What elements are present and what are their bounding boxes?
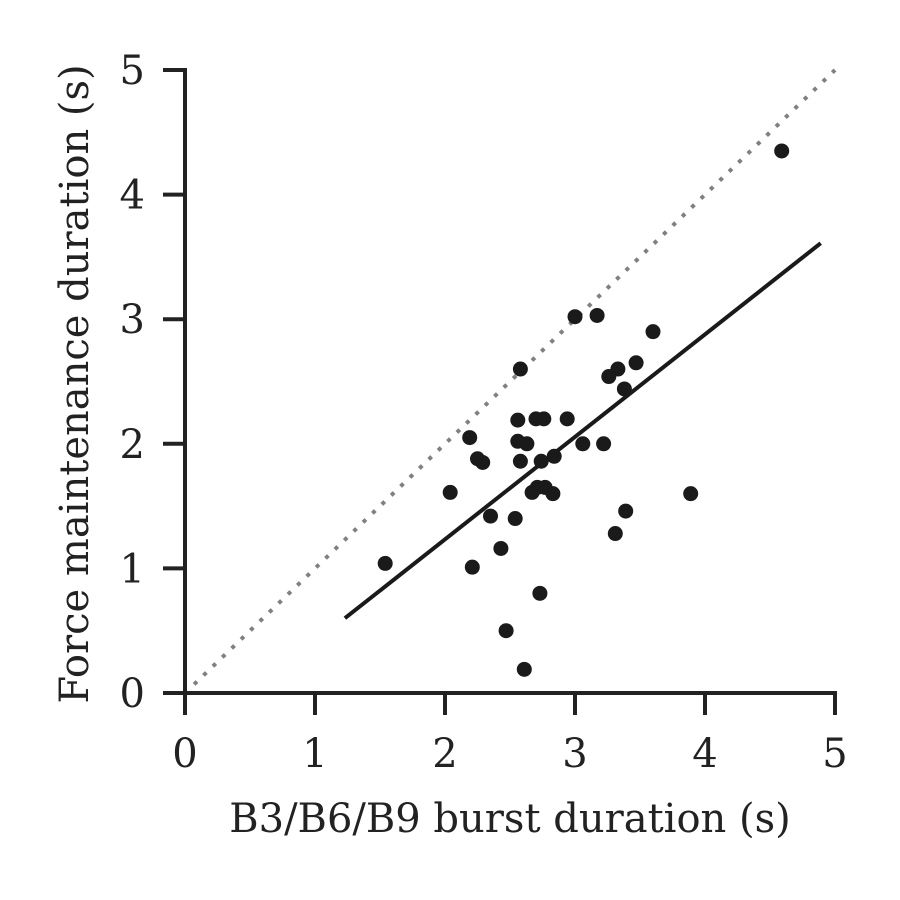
data-point bbox=[683, 486, 699, 502]
data-point bbox=[567, 309, 583, 325]
data-point bbox=[559, 411, 575, 427]
data-point bbox=[616, 381, 632, 397]
data-point bbox=[532, 585, 548, 601]
data-point bbox=[575, 436, 591, 452]
data-point bbox=[545, 486, 561, 502]
y-ticks: 0 1 2 3 4 5 bbox=[120, 48, 185, 717]
axes-layer bbox=[183, 68, 837, 695]
y-tick-label: 3 bbox=[120, 297, 145, 343]
data-point bbox=[498, 623, 514, 639]
data-point bbox=[628, 355, 644, 371]
data-point bbox=[512, 361, 528, 377]
data-points-layer bbox=[377, 143, 790, 677]
x-tick-label: 1 bbox=[302, 731, 327, 777]
x-tick-label: 4 bbox=[692, 731, 717, 777]
data-point bbox=[442, 484, 458, 500]
data-point bbox=[610, 361, 626, 377]
data-point bbox=[483, 508, 498, 524]
data-point bbox=[464, 559, 480, 575]
data-point bbox=[462, 430, 478, 446]
data-point bbox=[536, 411, 552, 427]
data-point bbox=[377, 555, 393, 571]
data-point bbox=[475, 454, 491, 470]
data-point bbox=[512, 453, 528, 469]
data-point bbox=[510, 412, 526, 428]
data-point bbox=[589, 307, 605, 323]
x-ticks: 0 1 2 3 4 5 bbox=[172, 693, 848, 777]
data-point bbox=[507, 511, 523, 527]
data-point bbox=[645, 324, 661, 340]
data-point bbox=[516, 661, 532, 677]
fit-line bbox=[343, 241, 822, 620]
fit-line-layer bbox=[343, 241, 822, 620]
x-axis-label: B3/B6/B9 burst duration (s) bbox=[229, 796, 791, 842]
data-point bbox=[774, 143, 790, 159]
y-tick-label: 5 bbox=[120, 48, 145, 94]
data-point bbox=[546, 448, 562, 464]
data-point bbox=[607, 526, 623, 542]
x-tick-label: 0 bbox=[172, 731, 197, 777]
x-tick-label: 3 bbox=[562, 731, 587, 777]
data-point bbox=[596, 436, 612, 452]
data-point bbox=[618, 503, 634, 519]
y-tick-label: 4 bbox=[120, 173, 145, 219]
identity-line-layer bbox=[192, 68, 837, 686]
y-tick-label: 1 bbox=[120, 546, 145, 592]
y-tick-label: 2 bbox=[120, 422, 145, 468]
data-point bbox=[493, 540, 509, 556]
identity-line bbox=[192, 68, 837, 686]
data-point bbox=[519, 436, 535, 452]
x-tick-label: 2 bbox=[432, 731, 457, 777]
y-tick-label: 0 bbox=[120, 671, 145, 717]
data-point bbox=[533, 453, 549, 469]
x-tick-label: 5 bbox=[822, 731, 847, 777]
y-axis-label: Force maintenance duration (s) bbox=[52, 64, 98, 703]
